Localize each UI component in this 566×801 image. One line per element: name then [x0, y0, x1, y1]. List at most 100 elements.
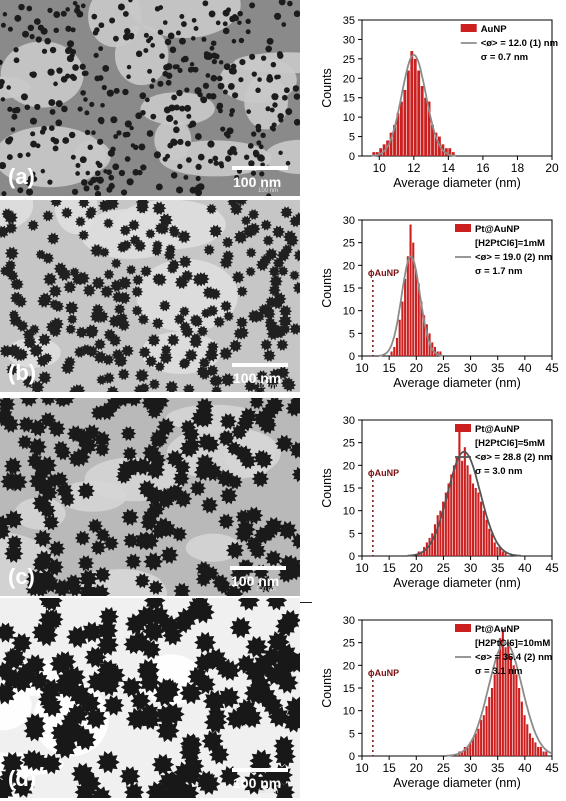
y-tick-label: 15 [343, 283, 355, 295]
panel-label-d: (d) [8, 766, 37, 791]
tem-particle [229, 108, 236, 114]
tem-particle-shape [4, 259, 17, 271]
tem-particle [34, 103, 41, 110]
tem-particle [113, 303, 126, 315]
tem-particle [96, 634, 119, 656]
tem-particle [103, 269, 115, 280]
tem-particle [195, 175, 201, 182]
tem-particle [98, 118, 105, 125]
tem-particle [113, 134, 119, 139]
tem-image-d: (d) 100 nm 100 nm [0, 598, 300, 798]
tem-particle [50, 200, 63, 208]
tem-particle-shape [266, 377, 280, 389]
tem-particle-shape [70, 762, 95, 786]
tem-particle [286, 652, 300, 673]
tem-particle [53, 27, 59, 34]
aunp-reference-label: ϕAuNP [368, 468, 399, 478]
tem-particle-shape [263, 517, 284, 536]
tem-particle [222, 9, 230, 17]
tem-particle [110, 146, 116, 152]
tem-particle-shape [282, 378, 297, 392]
tem-particle [287, 0, 293, 7]
tem-particle-shape [0, 523, 11, 540]
histogram-bar [389, 132, 393, 156]
tem-particle-shape [195, 770, 218, 792]
tem-particle [45, 473, 61, 489]
legend-swatch-bar [455, 424, 471, 432]
y-axis-label: Counts [320, 468, 334, 508]
histogram-bar [509, 656, 513, 756]
x-tick-label: 15 [382, 761, 396, 775]
tem-particle [151, 317, 164, 330]
tem-particle-shape [239, 453, 257, 470]
tem-particle [166, 333, 180, 347]
x-tick-label: 30 [464, 561, 478, 575]
tem-particle [27, 219, 39, 231]
tem-particle-shape [60, 207, 73, 219]
tem-particle [34, 18, 41, 25]
tem-particle [227, 82, 235, 90]
histogram-bar [448, 148, 452, 156]
tem-particle [177, 67, 183, 73]
tem-particle-shape [219, 300, 232, 312]
tem-particle-shape [130, 691, 151, 711]
tem-particle-shape [160, 785, 183, 798]
tem-particle [66, 626, 90, 648]
tem-particle [137, 169, 143, 176]
tem-particle [47, 7, 53, 13]
tem-particle [138, 346, 151, 359]
tem-particle-shape [260, 219, 272, 231]
histogram-bar [398, 319, 401, 356]
tem-particle [53, 11, 61, 19]
tem-particle [75, 326, 88, 339]
tem-particle-shape [157, 222, 170, 235]
tem-particle [83, 97, 88, 102]
tem-particle [78, 569, 98, 588]
tem-particle [17, 434, 33, 450]
tem-particle-shape [119, 224, 132, 236]
tem-particle [277, 266, 289, 277]
tem-particle [68, 131, 76, 139]
x-tick-label: 40 [518, 361, 532, 375]
tem-particle-shape [148, 378, 161, 390]
tem-particle [100, 102, 105, 108]
histogram-bar [485, 706, 488, 756]
tem-particle [0, 22, 6, 28]
tem-particle-shape [290, 398, 300, 409]
tem-particle [251, 131, 257, 137]
legend-entry: σ = 3.1 nm [475, 666, 522, 677]
histogram-bar [488, 528, 491, 556]
histogram-bar [499, 546, 502, 556]
tem-particle-shape [84, 209, 96, 220]
tem-particle [108, 174, 115, 181]
aunp-reference-label: ϕAuNP [368, 668, 399, 678]
tem-particle-shape [234, 705, 257, 727]
tem-particle [124, 553, 142, 570]
tem-particle [245, 29, 251, 35]
histogram-bar [458, 429, 461, 556]
tem-particle-shape [0, 472, 21, 491]
tem-particle [171, 94, 178, 101]
tem-particle [181, 21, 187, 27]
tem-particle-shape [58, 398, 75, 407]
tem-particle-shape [149, 398, 170, 411]
tem-particle-shape [74, 781, 97, 798]
tem-particle [48, 420, 66, 438]
tem-particle-shape [171, 526, 188, 542]
tem-particle [229, 146, 237, 154]
tem-particle-shape [0, 622, 16, 643]
tem-particle-shape [158, 771, 180, 792]
x-axis-label: Average diameter (nm) [393, 776, 521, 790]
tem-particle [123, 533, 139, 549]
tem-particle-shape [206, 304, 219, 317]
x-tick-label: 20 [545, 161, 559, 175]
tem-particle-shape [160, 546, 179, 564]
tem-particle [266, 631, 290, 653]
tem-particle-shape [257, 575, 275, 593]
tem-particle-shape [262, 235, 274, 246]
tem-particle [11, 107, 18, 114]
tem-particle [135, 605, 159, 627]
tem-particle [30, 171, 36, 177]
tem-particle [45, 320, 60, 334]
tem-particle [205, 73, 211, 78]
